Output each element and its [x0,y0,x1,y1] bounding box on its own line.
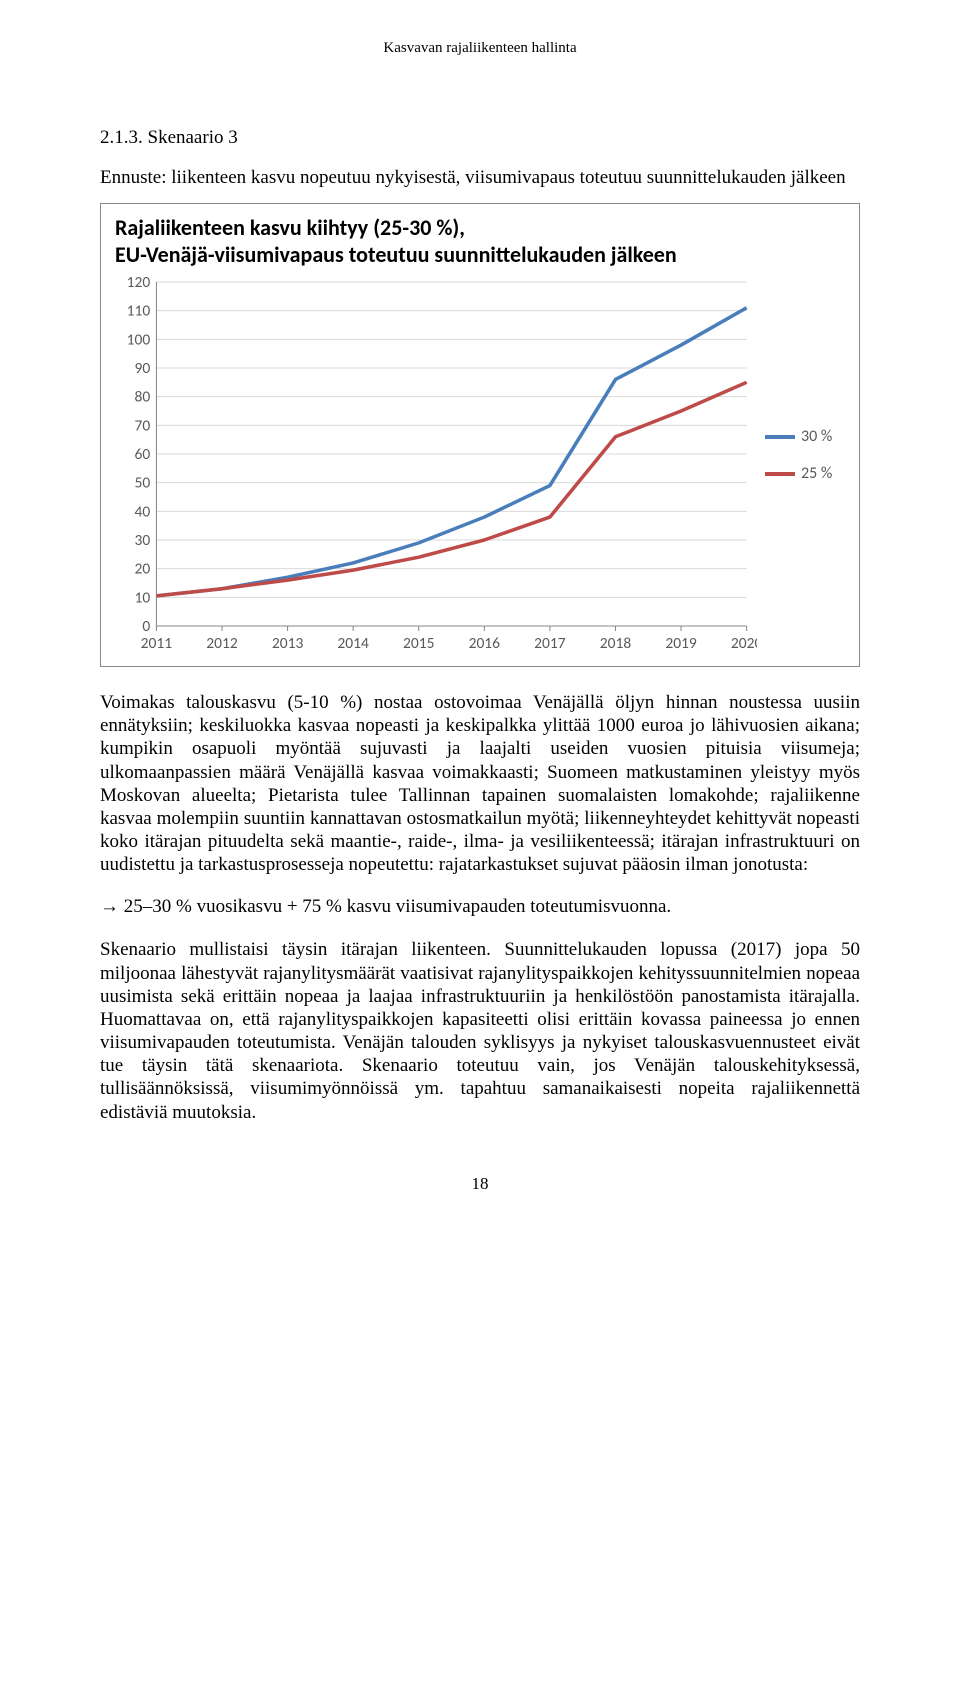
legend-label: 25 % [801,464,832,483]
legend-item-30: 30 % [765,427,845,446]
svg-text:10: 10 [134,589,150,608]
svg-text:2014: 2014 [337,634,369,653]
svg-text:0: 0 [142,617,150,636]
svg-text:70: 70 [134,417,150,436]
svg-text:80: 80 [134,388,150,407]
svg-text:2018: 2018 [600,634,632,653]
svg-text:30: 30 [134,531,150,550]
svg-text:110: 110 [127,302,151,321]
svg-text:2012: 2012 [206,634,238,653]
legend-label: 30 % [801,427,832,446]
forecast-line: Ennuste: liikenteen kasvu nopeutuu nykyi… [100,167,860,189]
body-paragraph-1: Voimakas talouskasvu (5-10 %) nostaa ost… [100,691,860,876]
chart-plot: 0 10 20 30 40 50 60 70 80 90 100 110 120 2011 2012 2013… [115,274,757,654]
arrow-line: → 25–30 % vuosikasvu + 75 % kasvu viisum… [100,896,860,918]
svg-text:2011: 2011 [141,634,173,653]
svg-text:100: 100 [127,331,151,350]
legend-swatch-30 [765,435,795,439]
svg-text:60: 60 [134,445,150,464]
svg-text:120: 120 [127,274,151,292]
running-header: Kasvavan rajaliikenteen hallinta [100,40,860,57]
legend-item-25: 25 % [765,464,845,483]
section-number: 2.1.3. Skenaario 3 [100,127,860,149]
legend-swatch-25 [765,472,795,476]
page-number: 18 [100,1174,860,1194]
svg-text:90: 90 [134,359,150,378]
svg-text:2013: 2013 [272,634,304,653]
svg-text:40: 40 [134,503,150,522]
chart-title-line1: Rajaliikenteen kasvu kiihtyy (25-30 %), [115,214,845,241]
body-paragraph-2: Skenaario mullistaisi täysin itärajan li… [100,938,860,1123]
chart-legend: 30 % 25 % [757,427,845,501]
svg-text:2019: 2019 [665,634,697,653]
chart-block: Rajaliikenteen kasvu kiihtyy (25-30 %), … [100,203,860,667]
svg-text:20: 20 [134,560,150,579]
svg-text:2017: 2017 [534,634,566,653]
chart-title-line2: EU-Venäjä-viisumivapaus toteutuu suunnit… [115,241,845,268]
svg-text:2015: 2015 [403,634,434,653]
svg-text:50: 50 [134,474,150,493]
svg-text:2020: 2020 [731,634,757,653]
svg-text:2016: 2016 [469,634,501,653]
